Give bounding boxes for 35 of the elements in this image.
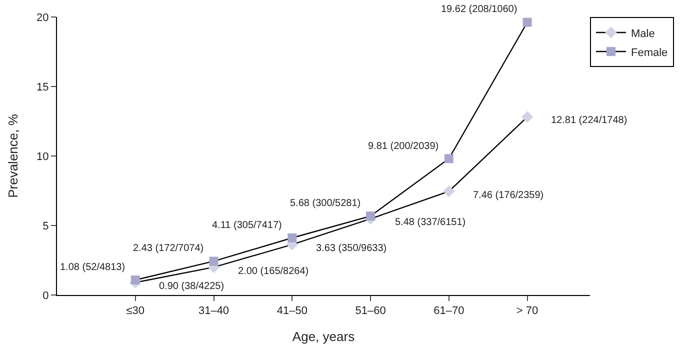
data-label: 5.68 (300/5281) xyxy=(290,198,361,209)
data-label: 12.81 (224/1748) xyxy=(551,115,628,126)
data-label: 1.08 (52/4813) xyxy=(60,262,126,273)
x-tick-label: 61–70 xyxy=(434,305,464,318)
legend-label: Female xyxy=(631,46,668,59)
point xyxy=(443,185,455,198)
data-label: 4.11 (305/7417) xyxy=(212,220,282,231)
point xyxy=(130,275,140,284)
y-tick-label: 15 xyxy=(36,81,49,94)
data-label: 3.63 (350/9633) xyxy=(316,243,387,254)
y-tick-label: 5 xyxy=(42,220,49,232)
point xyxy=(288,233,297,242)
point xyxy=(209,256,218,266)
y-tick-label: 0 xyxy=(42,290,49,302)
x-tick-label: 31–40 xyxy=(198,305,230,318)
x-tick-label: > 70 xyxy=(516,305,538,318)
x-tick-label: 41–50 xyxy=(276,305,308,318)
y-axis-title: Prevalence, % xyxy=(6,114,20,198)
y-tick-label: 20 xyxy=(36,12,49,24)
legend-label: Male xyxy=(631,28,655,40)
data-label: 19.62 (208/1060) xyxy=(441,4,518,15)
x-tick-label: 51–60 xyxy=(355,305,386,318)
data-label: 5.48 (337/6151) xyxy=(395,217,466,228)
point xyxy=(521,111,534,123)
data-label: 2.00 (165/8264) xyxy=(238,266,309,277)
data-label: 0.90 (38/4225) xyxy=(159,281,224,292)
point xyxy=(444,154,454,164)
point xyxy=(366,212,376,221)
x-axis-title: Age, years xyxy=(292,328,356,344)
x-tick-label: ≤30 xyxy=(126,305,145,318)
data-label: 2.43 (172/7074) xyxy=(133,243,204,254)
point xyxy=(522,18,532,27)
data-label: 9.81 (200/2039) xyxy=(368,141,439,152)
y-tick-label: 10 xyxy=(36,150,49,163)
data-label: 7.46 (176/2359) xyxy=(473,190,544,201)
